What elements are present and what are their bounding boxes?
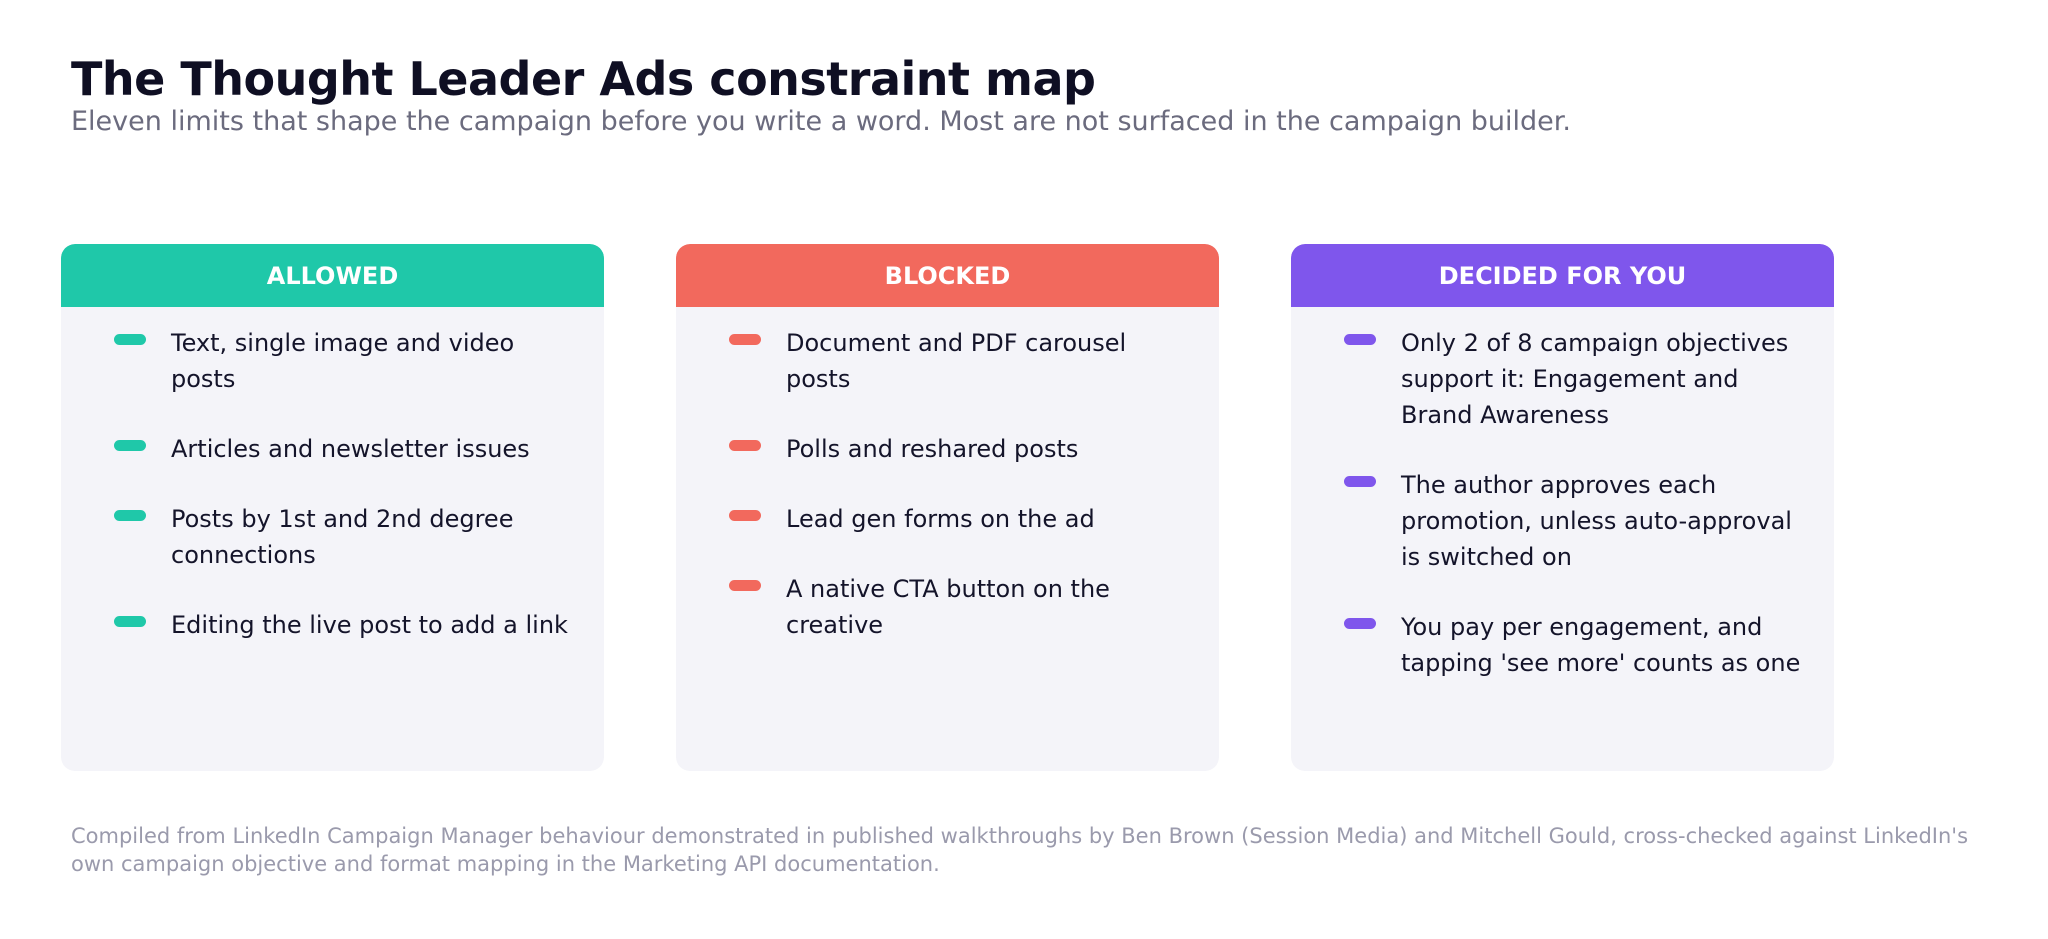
item-text: Document and PDF carousel posts — [786, 329, 1127, 393]
item-text: Articles and newsletter issues — [171, 435, 530, 463]
bullet-icon — [1344, 334, 1376, 345]
bullet-icon — [729, 510, 761, 521]
list-item: Posts by 1st and 2nd degree connections — [114, 501, 580, 573]
bullet-icon — [1344, 476, 1376, 487]
decided-header: DECIDED FOR YOU — [1291, 244, 1834, 307]
item-text: Text, single image and video posts — [171, 329, 515, 393]
item-text: Editing the live post to add a link — [171, 611, 568, 639]
item-text: The author approves each promotion, unle… — [1401, 471, 1792, 571]
bullet-icon — [114, 510, 146, 521]
page-title: The Thought Leader Ads constraint map — [71, 52, 1096, 106]
allowed-header: ALLOWED — [61, 244, 604, 307]
blocked-list: Document and PDF carousel posts Polls an… — [676, 307, 1219, 643]
list-item: Only 2 of 8 campaign objectives support … — [1344, 325, 1810, 433]
list-item: Document and PDF carousel posts — [729, 325, 1195, 397]
blocked-column: BLOCKED Document and PDF carousel posts … — [676, 244, 1219, 771]
bullet-icon — [1344, 618, 1376, 629]
list-item: Polls and reshared posts — [729, 431, 1195, 467]
bullet-icon — [114, 334, 146, 345]
list-item: Editing the live post to add a link — [114, 607, 580, 643]
list-item: You pay per engagement, and tapping 'see… — [1344, 609, 1810, 681]
item-text: Posts by 1st and 2nd degree connections — [171, 505, 514, 569]
bullet-icon — [114, 440, 146, 451]
list-item: A native CTA button on the creative — [729, 571, 1195, 643]
bullet-icon — [729, 440, 761, 451]
item-text: Only 2 of 8 campaign objectives support … — [1401, 329, 1789, 429]
decided-column: DECIDED FOR YOU Only 2 of 8 campaign obj… — [1291, 244, 1834, 771]
page-subtitle: Eleven limits that shape the campaign be… — [71, 106, 1571, 137]
blocked-header: BLOCKED — [676, 244, 1219, 307]
list-item: The author approves each promotion, unle… — [1344, 467, 1810, 575]
item-text: You pay per engagement, and tapping 'see… — [1401, 613, 1801, 677]
bullet-icon — [729, 334, 761, 345]
item-text: A native CTA button on the creative — [786, 575, 1110, 639]
item-text: Polls and reshared posts — [786, 435, 1079, 463]
constraint-columns: ALLOWED Text, single image and video pos… — [61, 244, 1834, 771]
list-item: Lead gen forms on the ad — [729, 501, 1195, 537]
decided-list: Only 2 of 8 campaign objectives support … — [1291, 307, 1834, 681]
item-text: Lead gen forms on the ad — [786, 505, 1095, 533]
bullet-icon — [729, 580, 761, 591]
source-footnote: Compiled from LinkedIn Campaign Manager … — [71, 824, 1969, 876]
allowed-list: Text, single image and video posts Artic… — [61, 307, 604, 643]
bullet-icon — [114, 616, 146, 627]
allowed-column: ALLOWED Text, single image and video pos… — [61, 244, 604, 771]
list-item: Text, single image and video posts — [114, 325, 580, 397]
list-item: Articles and newsletter issues — [114, 431, 580, 467]
